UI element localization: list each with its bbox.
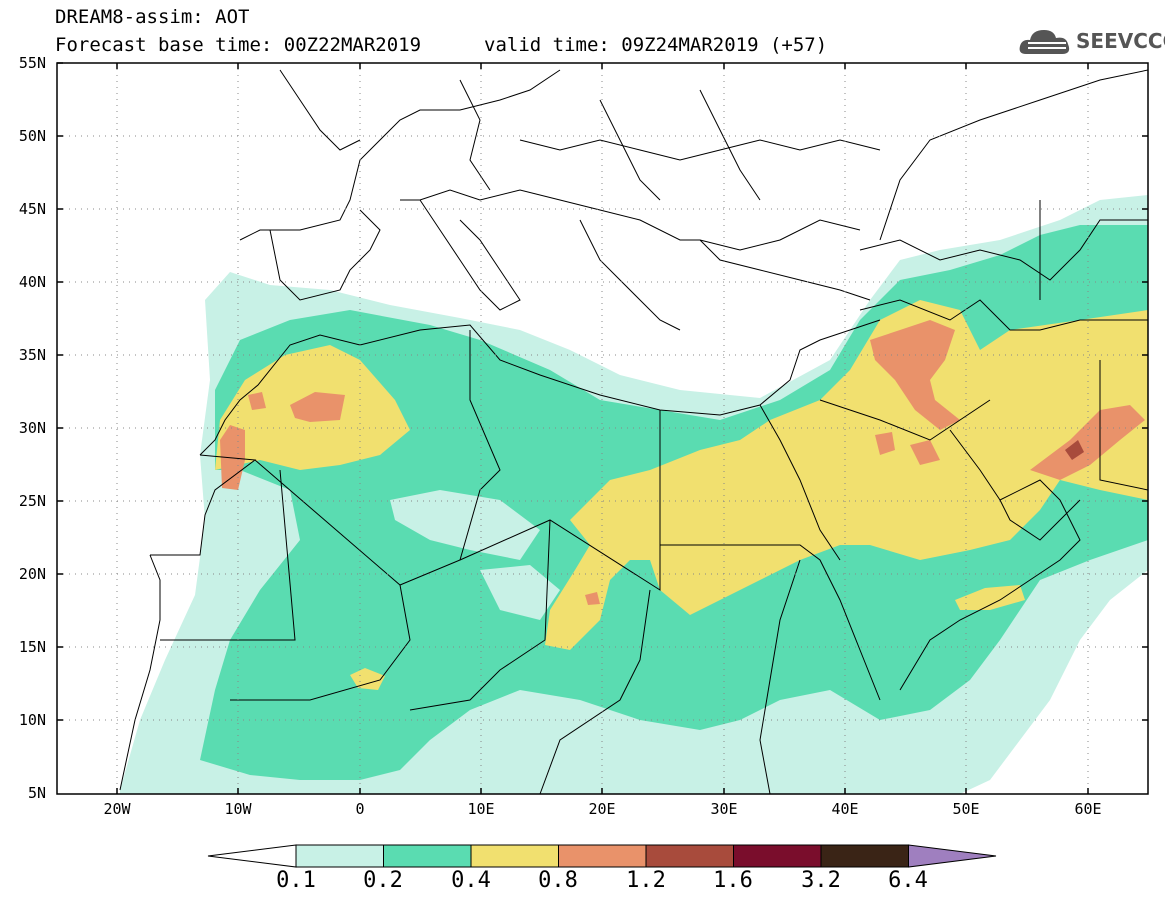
aot-clear-patch — [480, 565, 560, 620]
lon-label: 0 — [355, 800, 365, 818]
lat-label: 10N — [18, 711, 46, 729]
seevccc-logo: SEEVCCC — [1018, 24, 1165, 58]
lon-label: 10W — [224, 800, 252, 818]
aot-band-0.4 — [350, 668, 385, 690]
aot-band-0.8 — [910, 440, 940, 465]
lon-label: 60E — [1074, 800, 1102, 818]
lat-label: 40N — [18, 273, 46, 291]
lon-label: 40E — [831, 800, 859, 818]
lat-label: 30N — [18, 419, 46, 437]
lat-label: 55N — [18, 54, 46, 72]
axis-ticks — [57, 62, 1148, 794]
colorbar-label: 3.2 — [801, 868, 841, 893]
lon-label: 20E — [588, 800, 616, 818]
lat-label: 25N — [18, 492, 46, 510]
colorbar-label: 0.8 — [538, 868, 578, 893]
aot-band-0.8 — [870, 320, 960, 430]
aot-band-0.8 — [290, 392, 345, 422]
lon-label: 50E — [952, 800, 980, 818]
aot-band-0.8 — [248, 392, 266, 410]
lat-label: 45N — [18, 200, 46, 218]
aot-band-0.8 — [875, 432, 895, 455]
valid-time: valid time: 09Z24MAR2019 (+57) — [484, 34, 828, 56]
lat-label: 5N — [27, 784, 46, 802]
aot-band-0.8 — [1030, 405, 1145, 480]
colorbar-label: 0.1 — [276, 868, 316, 893]
lon-label: 30E — [710, 800, 738, 818]
logo-text: SEEVCCC — [1076, 29, 1165, 53]
map-title: DREAM8-assim: AOT — [55, 6, 250, 28]
aot-band-0.4 — [545, 300, 1148, 650]
colorbar-label: 6.4 — [888, 868, 928, 893]
aot-band-0.4 — [955, 585, 1025, 610]
lat-label: 20N — [18, 565, 46, 583]
colorbar-label: 1.6 — [713, 868, 753, 893]
colorbar-label: 0.4 — [451, 868, 491, 893]
lat-label: 35N — [18, 346, 46, 364]
colorbar-label: 0.2 — [363, 868, 403, 893]
country-borders — [119, 69, 1148, 794]
lat-label: 15N — [18, 638, 46, 656]
aot-clear-patch — [390, 490, 540, 560]
cloud-icon — [1019, 30, 1070, 54]
aot-band-1.2 — [1065, 440, 1084, 460]
aot-band-0.8 — [585, 592, 600, 605]
lat-label: 50N — [18, 127, 46, 145]
base-time: Forecast base time: 00Z22MAR2019 — [55, 34, 422, 56]
lon-label: 10E — [467, 800, 495, 818]
colorbar-label: 1.2 — [626, 868, 666, 893]
lon-label: 20W — [103, 800, 131, 818]
